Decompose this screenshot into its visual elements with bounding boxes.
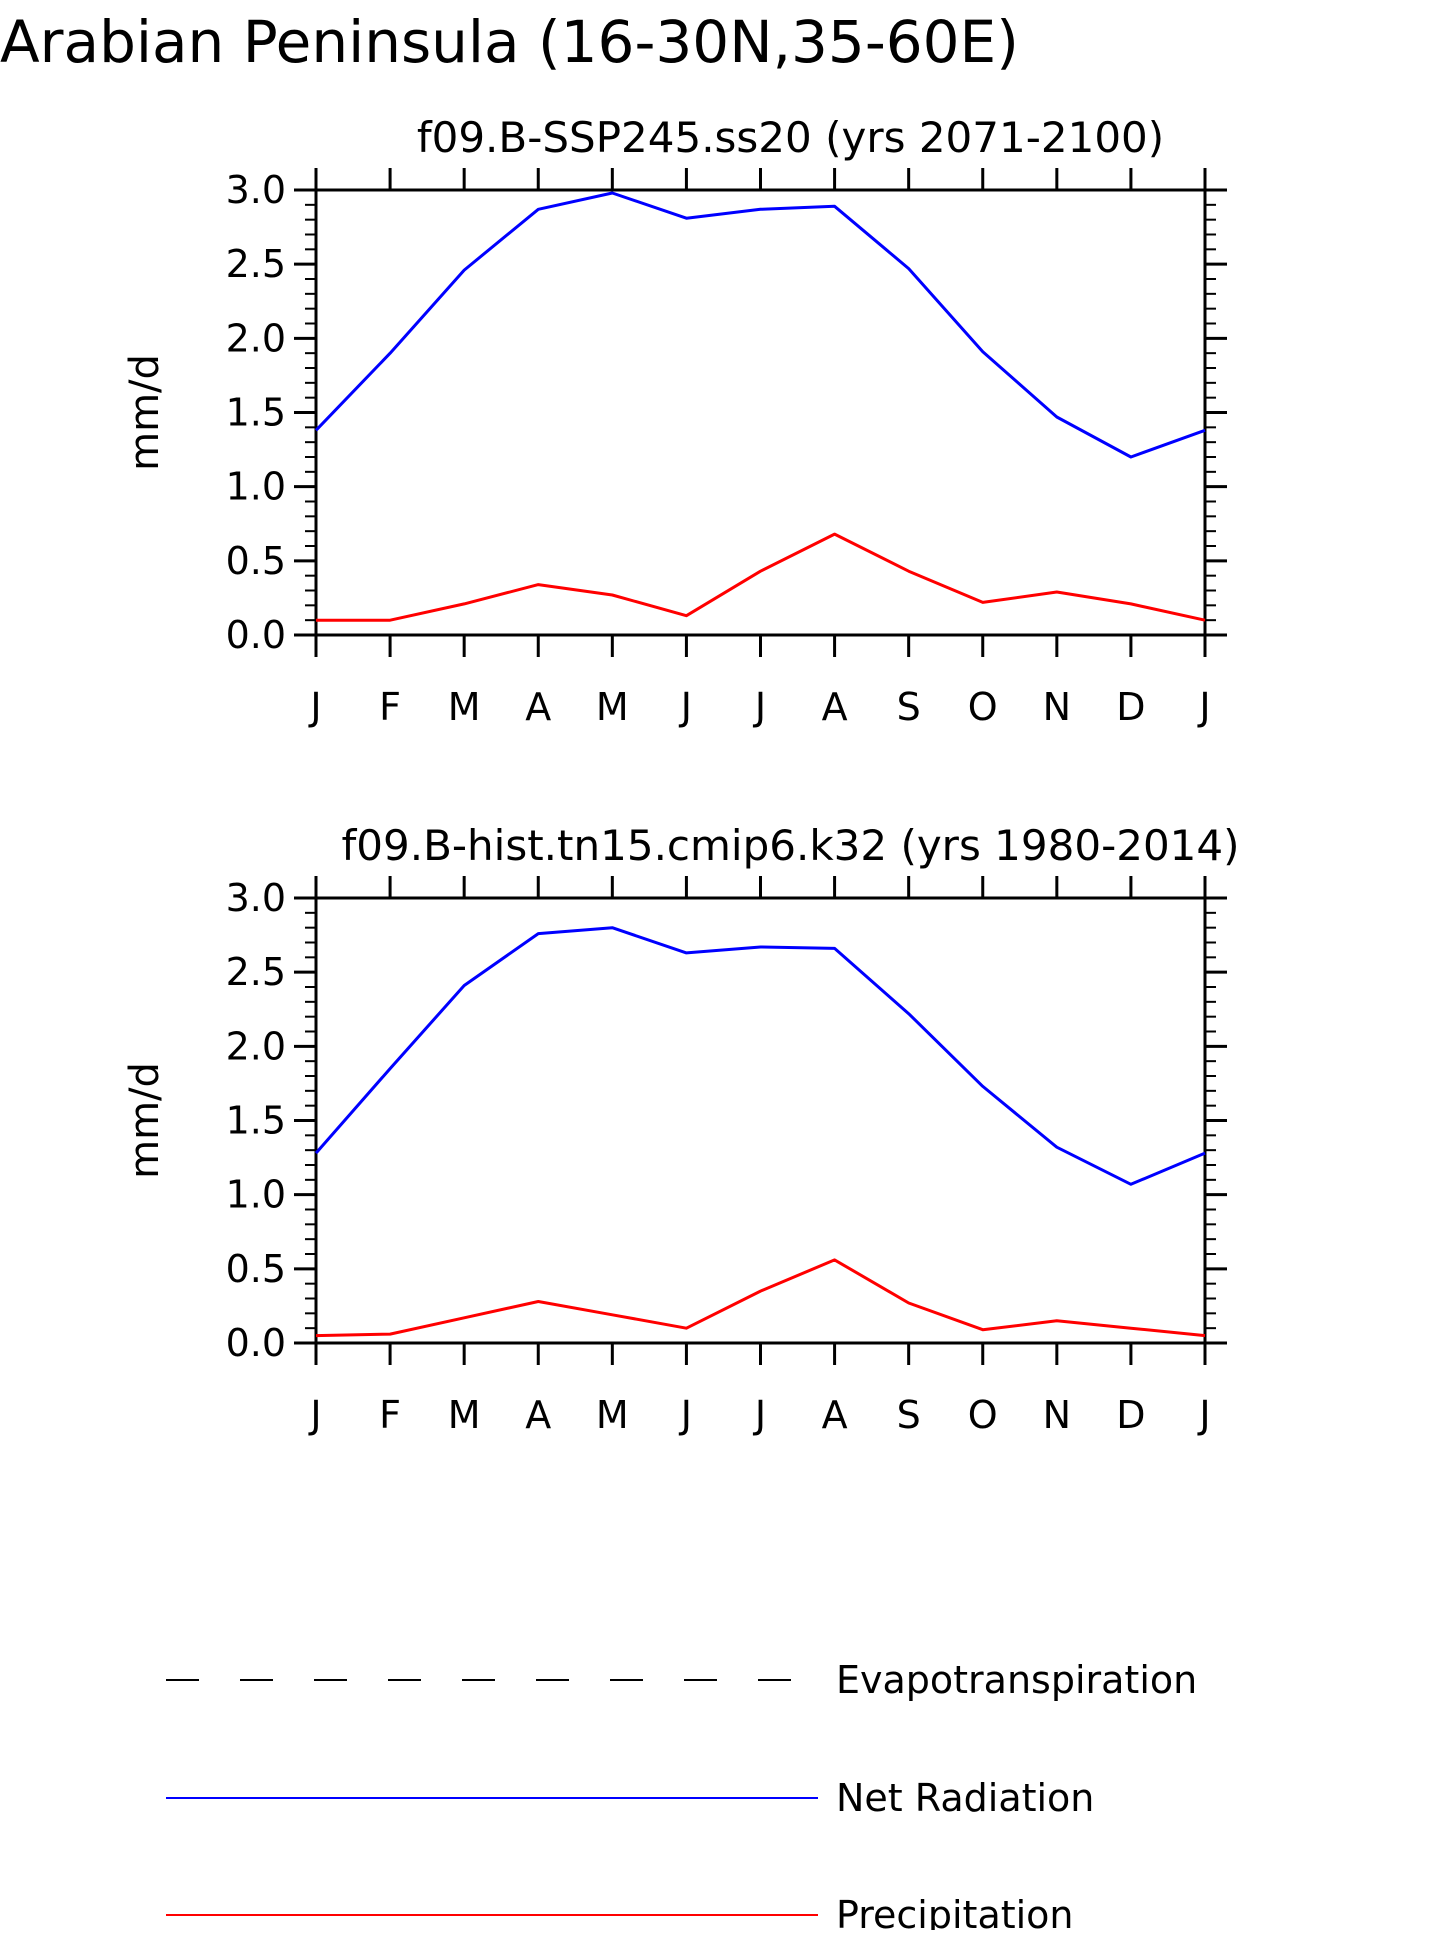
chart-subtitle: f09.B-hist.tn15.cmip6.k32 (yrs 1980-2014… <box>342 821 1240 870</box>
y-tick-label: 2.0 <box>226 316 286 360</box>
legend-label: Precipitation <box>836 1893 1074 1930</box>
x-tick-label: N <box>1043 685 1071 729</box>
y-tick-label: 1.5 <box>226 1099 286 1143</box>
chart-panel-top: f09.B-SSP245.ss20 (yrs 2071-2100) 0.0 0.5 1… <box>122 113 1227 729</box>
y-tick-label: 0.5 <box>226 539 286 583</box>
y-tick-label: 1.5 <box>226 391 286 435</box>
y-tick-label: 2.0 <box>226 1024 286 1068</box>
x-tick-label: J <box>308 1393 321 1437</box>
y-axis-label: mm/d <box>122 354 168 471</box>
x-tick-label: S <box>897 685 921 729</box>
figure-title: Arabian Peninsula (16-30N,35-60E) <box>0 8 1019 76</box>
y-tick-label: 1.0 <box>226 1173 286 1217</box>
x-tick-label: S <box>897 1393 921 1437</box>
x-tick-label: O <box>968 1393 998 1437</box>
x-tick-label: M <box>596 1393 629 1437</box>
chart-panel-bottom: f09.B-hist.tn15.cmip6.k32 (yrs 1980-2014… <box>122 821 1240 1437</box>
legend-label: Evapotranspiration <box>836 1658 1197 1702</box>
x-tick-label: J <box>753 1393 766 1437</box>
legend-label: Net Radiation <box>836 1776 1094 1820</box>
x-tick-label: D <box>1116 685 1145 729</box>
y-tick-label: 3.0 <box>226 168 286 212</box>
plot-frame <box>314 188 1207 637</box>
y-tick-label: 2.5 <box>226 242 286 286</box>
x-tick-label: A <box>822 685 848 729</box>
y-tick-label: 3.0 <box>226 876 286 920</box>
x-tick-label: A <box>525 1393 551 1437</box>
y-tick-label: 2.5 <box>226 950 286 994</box>
series-line-net-radiation <box>314 926 1206 1186</box>
x-tick-label: J <box>753 685 766 729</box>
x-tick-label: A <box>525 685 551 729</box>
plot-frame <box>314 896 1207 1345</box>
y-tick-label: 1.0 <box>226 465 286 509</box>
x-tick-label: F <box>379 1393 401 1437</box>
y-tick-label: 0.0 <box>226 613 286 657</box>
x-tick-label: A <box>822 1393 848 1437</box>
x-tick-label: J <box>679 685 692 729</box>
x-tick-label: M <box>448 1393 481 1437</box>
x-tick-label: N <box>1043 1393 1071 1437</box>
series-line-net-radiation <box>314 191 1206 459</box>
x-tick-label: F <box>379 685 401 729</box>
series-line-precipitation <box>315 1258 1206 1338</box>
chart-subtitle: f09.B-SSP245.ss20 (yrs 2071-2100) <box>417 113 1164 162</box>
y-tick-label: 0.5 <box>226 1247 286 1291</box>
x-tick-label: J <box>308 685 321 729</box>
x-tick-label: M <box>448 685 481 729</box>
x-tick-label: J <box>1197 1393 1210 1437</box>
series-line-precipitation <box>316 532 1206 622</box>
x-tick-label: D <box>1116 1393 1145 1437</box>
x-tick-label: J <box>679 1393 692 1437</box>
x-tick-label: O <box>968 685 998 729</box>
y-tick-label: 0.0 <box>226 1321 286 1365</box>
x-tick-label: J <box>1197 685 1210 729</box>
x-tick-label: M <box>596 685 629 729</box>
legend: Evapotranspiration Net Radiation Precipita… <box>166 1658 1197 1935</box>
y-axis-label: mm/d <box>122 1062 168 1179</box>
